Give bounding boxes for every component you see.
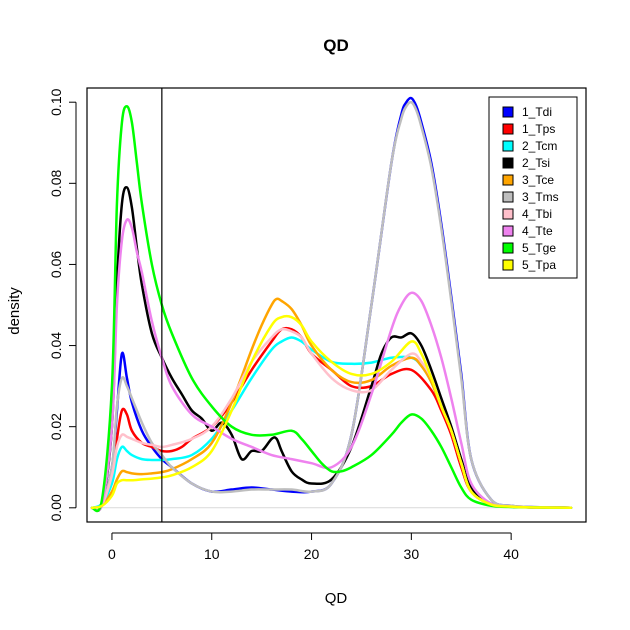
legend-label: 1_Tps xyxy=(522,122,555,136)
y-axis-label: density xyxy=(6,287,23,335)
series-lines xyxy=(90,96,573,513)
legend-swatch xyxy=(502,242,514,254)
legend-item: 3_Tce xyxy=(502,173,554,187)
series-line-5_Tpa xyxy=(90,314,573,510)
chart-title: QD xyxy=(323,36,349,55)
legend-label: 4_Tte xyxy=(522,224,553,238)
series-line-5_Tge xyxy=(90,105,573,513)
y-tick-label: 0.02 xyxy=(48,413,64,440)
legend-item: 5_Tpa xyxy=(502,258,556,272)
legend-swatch xyxy=(502,174,514,186)
legend-swatch xyxy=(502,225,514,237)
legend-swatch xyxy=(502,106,514,118)
legend-label: 2_Tcm xyxy=(522,139,557,153)
legend-item: 3_Tms xyxy=(502,190,559,204)
y-tick-label: 0.10 xyxy=(48,88,64,115)
x-axis-label: QD xyxy=(325,590,348,607)
legend-item: 2_Tsi xyxy=(502,156,550,170)
legend-swatch xyxy=(502,191,514,203)
legend-item: 1_Tdi xyxy=(502,105,552,119)
x-axis: 0 10 20 30 40 xyxy=(108,532,519,562)
x-tick-label: 0 xyxy=(108,546,116,562)
series-line-3_Tms xyxy=(90,100,573,510)
legend-label: 5_Tge xyxy=(522,241,556,255)
legend-label: 3_Tce xyxy=(522,173,554,187)
series-line-4_Tte xyxy=(90,218,573,513)
y-tick-label: 0.06 xyxy=(48,251,64,278)
x-tick-label: 20 xyxy=(304,546,320,562)
x-tick-label: 30 xyxy=(404,546,420,562)
legend-swatch xyxy=(502,208,514,220)
legend-swatch xyxy=(502,140,514,152)
legend-item: 4_Tbi xyxy=(502,207,552,221)
y-tick-label: 0.00 xyxy=(48,494,64,521)
legend-label: 3_Tms xyxy=(522,190,559,204)
legend-item: 1_Tps xyxy=(502,122,555,136)
x-tick-label: 40 xyxy=(503,546,519,562)
legend-item: 4_Tte xyxy=(502,224,553,238)
plot-frame xyxy=(86,87,587,523)
x-tick-label: 10 xyxy=(204,546,220,562)
legend-item: 2_Tcm xyxy=(502,139,557,153)
legend-label: 1_Tdi xyxy=(522,105,552,119)
legend-swatch xyxy=(502,259,514,271)
legend-swatch xyxy=(502,157,514,169)
legend-label: 5_Tpa xyxy=(522,258,556,272)
legend: 1_Tdi 1_Tps 2_Tcm 2_Tsi 3_Tce 3_Tms 4_Tbi 4_Tte… xyxy=(488,96,578,279)
legend-swatch xyxy=(502,123,514,135)
legend-item: 5_Tge xyxy=(502,241,556,255)
legend-label: 4_Tbi xyxy=(522,207,552,221)
y-tick-label: 0.04 xyxy=(48,332,64,359)
series-line-2_Tsi xyxy=(90,185,573,513)
plot-area xyxy=(86,87,587,523)
series-line-4_Tbi xyxy=(90,327,573,510)
legend-label: 2_Tsi xyxy=(522,156,550,170)
y-tick-label: 0.08 xyxy=(48,169,64,196)
y-axis: 0.00 0.02 0.04 0.06 0.08 0.10 xyxy=(48,88,77,521)
